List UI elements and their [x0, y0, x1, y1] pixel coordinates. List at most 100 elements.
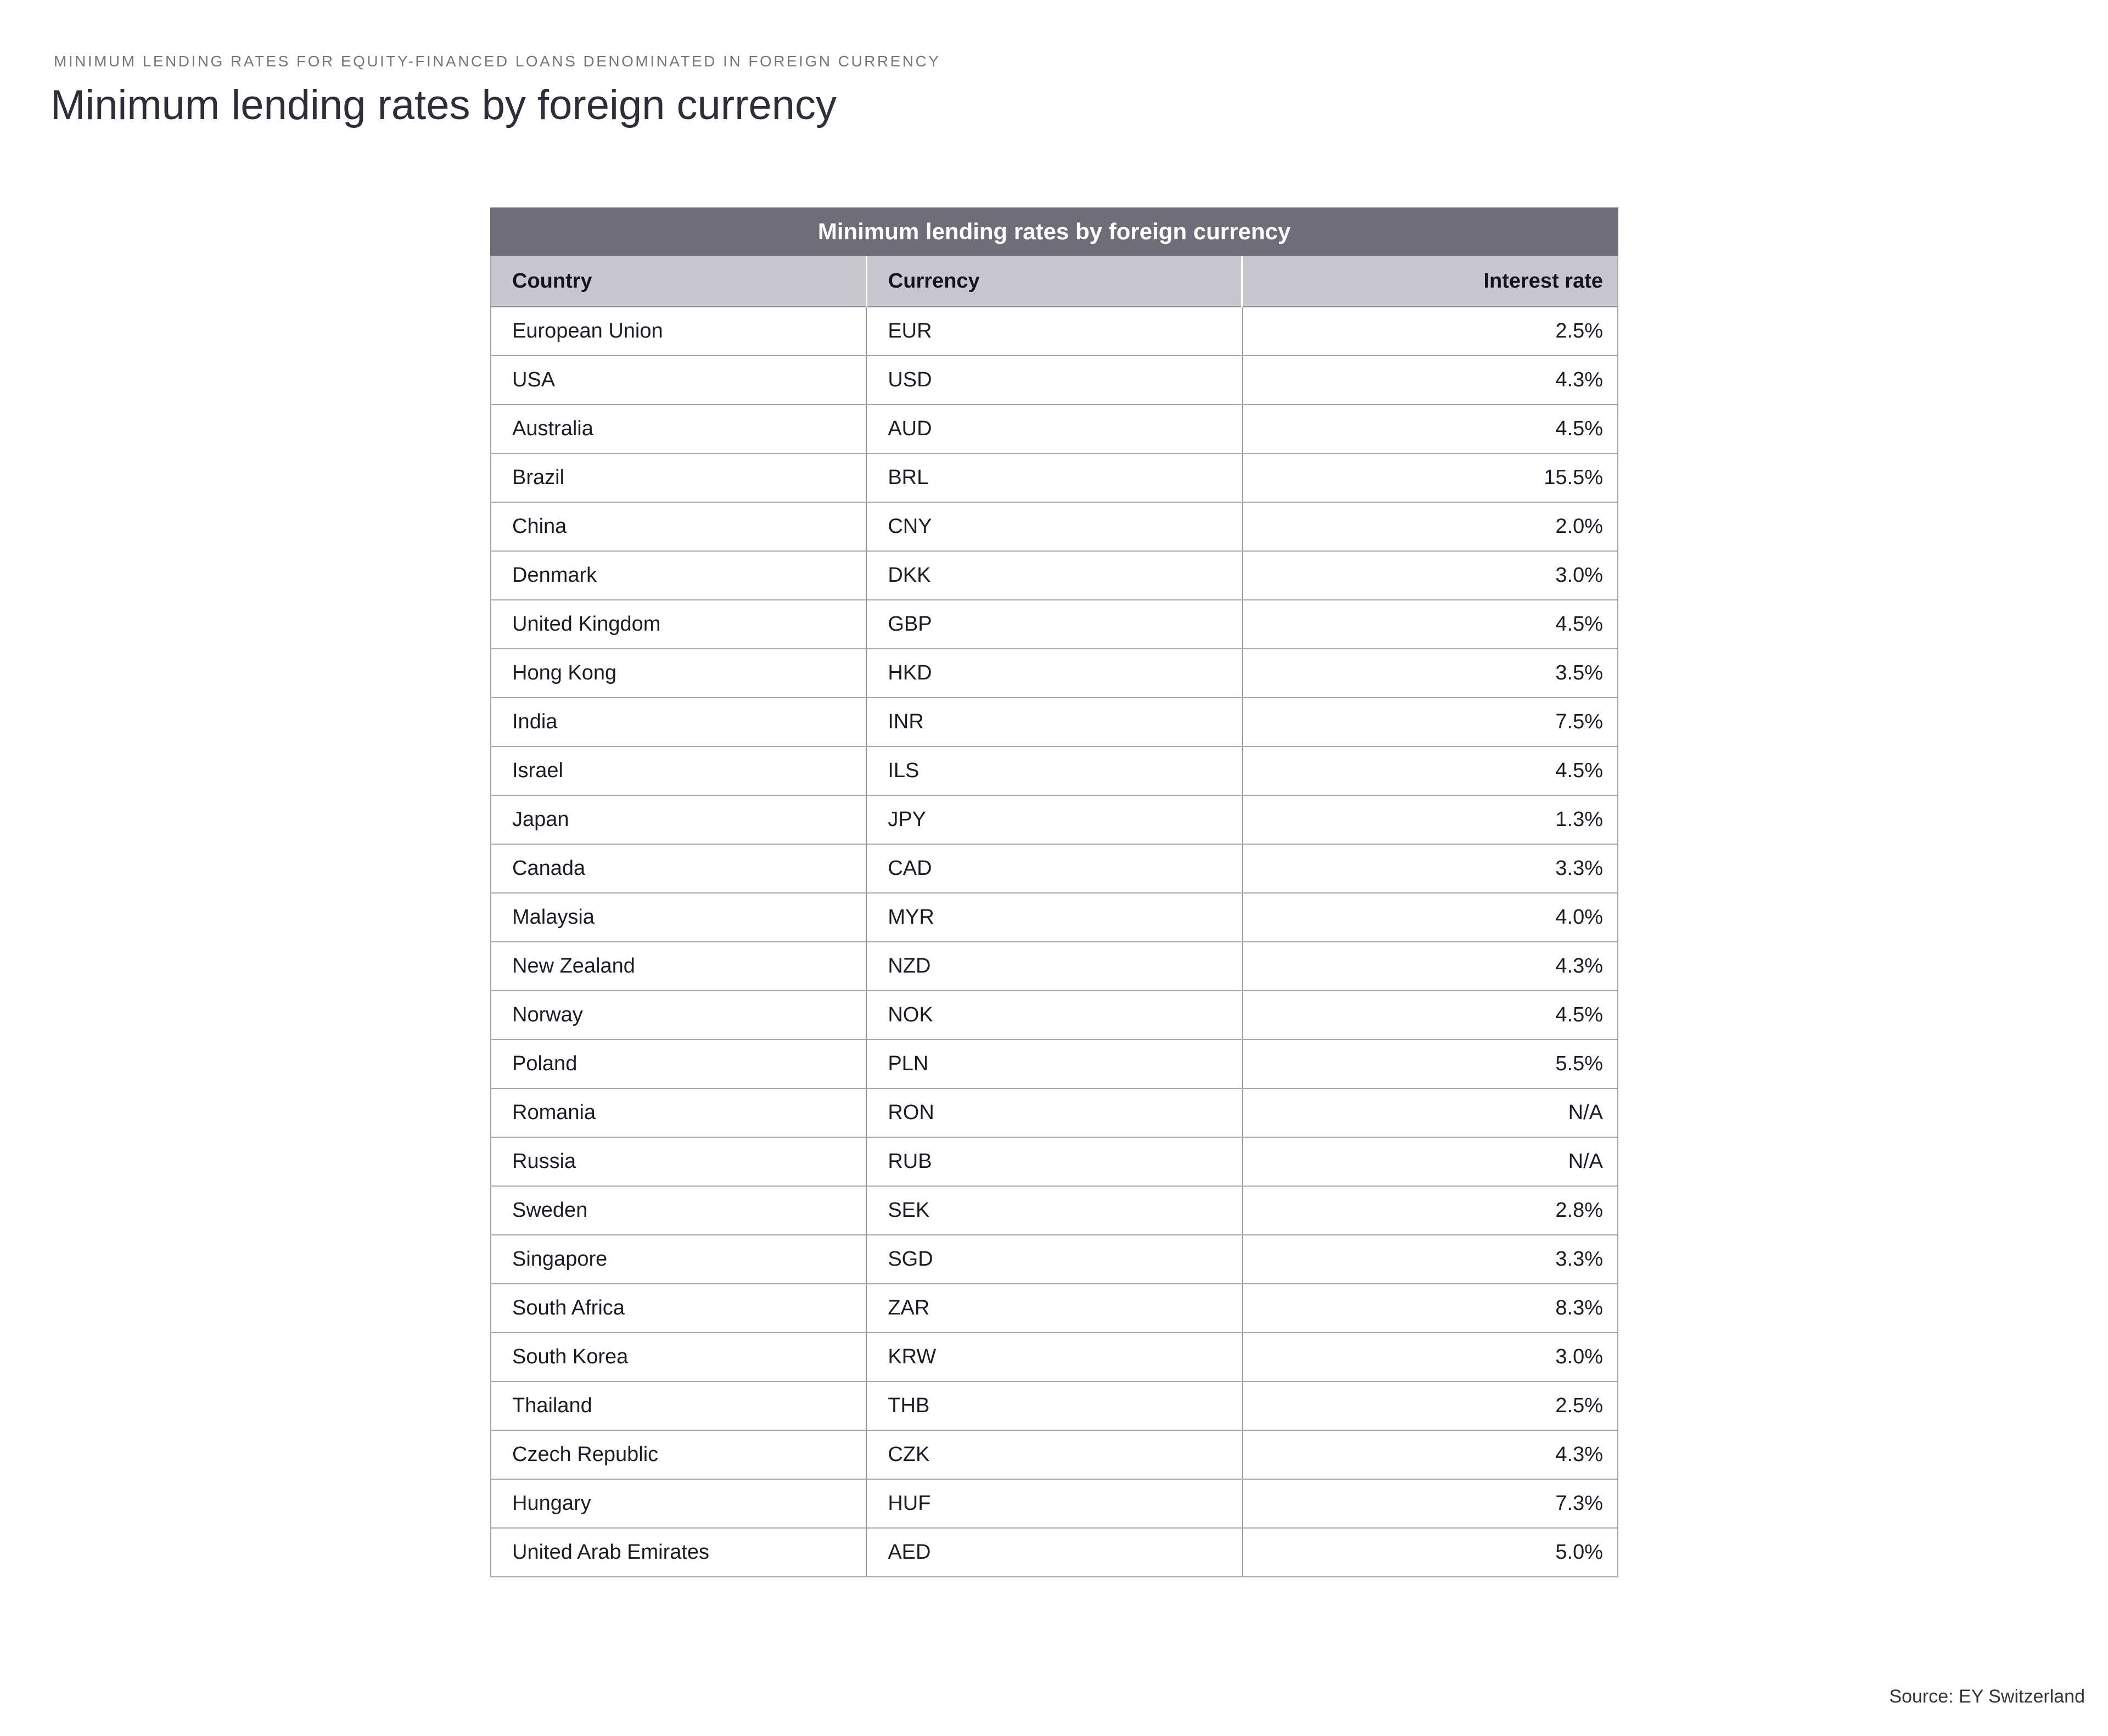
- currency-cell: SGD: [866, 1234, 1243, 1284]
- rates-table: Minimum lending rates by foreign currenc…: [490, 207, 1618, 1577]
- country-cell: Denmark: [491, 550, 867, 600]
- rates-data-table: Country Currency Interest rate European …: [490, 256, 1618, 1577]
- table-row: Thailand THB 2.5%: [491, 1381, 1618, 1431]
- currency-cell: ILS: [866, 746, 1243, 796]
- currency-cell: CNY: [866, 502, 1243, 552]
- country-cell: South Korea: [491, 1332, 867, 1382]
- table-row: Hong Kong HKD 3.5%: [491, 648, 1618, 698]
- currency-cell: GBP: [866, 599, 1243, 649]
- table-row: South Africa ZAR 8.3%: [491, 1283, 1618, 1333]
- country-cell: Poland: [491, 1039, 867, 1089]
- currency-cell: NZD: [866, 941, 1243, 991]
- table-row: Malaysia MYR 4.0%: [491, 892, 1618, 942]
- country-cell: Sweden: [491, 1186, 867, 1235]
- table-row: Japan JPY 1.3%: [491, 795, 1618, 845]
- column-header-row: Country Currency Interest rate: [491, 256, 1618, 307]
- rate-cell: 2.0%: [1241, 502, 1618, 552]
- currency-cell: KRW: [866, 1332, 1243, 1382]
- rate-cell: 4.3%: [1241, 941, 1618, 991]
- rate-cell: 15.5%: [1241, 453, 1618, 503]
- table-row: South Korea KRW 3.0%: [491, 1332, 1618, 1382]
- table-row: Poland PLN 5.5%: [491, 1039, 1618, 1089]
- rate-cell: 3.5%: [1241, 648, 1618, 698]
- table-row: India INR 7.5%: [491, 697, 1618, 747]
- table-row: Israel ILS 4.5%: [491, 746, 1618, 796]
- rate-cell: 3.0%: [1241, 1332, 1618, 1382]
- currency-cell: EUR: [866, 307, 1243, 356]
- currency-cell: CZK: [866, 1430, 1243, 1480]
- rate-cell: 5.5%: [1241, 1039, 1618, 1089]
- currency-cell: NOK: [866, 990, 1243, 1040]
- country-cell: Hungary: [491, 1479, 867, 1529]
- table-row: Australia AUD 4.5%: [491, 404, 1618, 454]
- table-row: Denmark DKK 3.0%: [491, 550, 1618, 600]
- country-cell: New Zealand: [491, 941, 867, 991]
- currency-cell: ZAR: [866, 1283, 1243, 1333]
- rate-cell: 8.3%: [1241, 1283, 1618, 1333]
- table-row: Canada CAD 3.3%: [491, 844, 1618, 894]
- currency-cell: MYR: [866, 892, 1243, 942]
- rate-cell: 4.5%: [1241, 990, 1618, 1040]
- table-row: USA USD 4.3%: [491, 355, 1618, 405]
- table-row: Norway NOK 4.5%: [491, 990, 1618, 1040]
- rate-cell: 1.3%: [1241, 795, 1618, 845]
- table-row: Singapore SGD 3.3%: [491, 1234, 1618, 1284]
- currency-cell: CAD: [866, 844, 1243, 894]
- currency-cell: RON: [866, 1088, 1243, 1138]
- currency-cell: JPY: [866, 795, 1243, 845]
- currency-cell: PLN: [866, 1039, 1243, 1089]
- table-row: Czech Republic CZK 4.3%: [491, 1430, 1618, 1480]
- rate-cell: 4.3%: [1241, 1430, 1618, 1480]
- country-cell: Romania: [491, 1088, 867, 1138]
- currency-cell: SEK: [866, 1186, 1243, 1235]
- rate-cell: 2.5%: [1241, 307, 1618, 356]
- country-cell: Israel: [491, 746, 867, 796]
- currency-cell: AUD: [866, 404, 1243, 454]
- country-cell: India: [491, 697, 867, 747]
- table-row: Sweden SEK 2.8%: [491, 1186, 1618, 1235]
- currency-cell: AED: [866, 1527, 1243, 1577]
- column-header-country: Country: [491, 256, 867, 307]
- rate-cell: 2.8%: [1241, 1186, 1618, 1235]
- rate-cell: 3.3%: [1241, 844, 1618, 894]
- rate-cell: N/A: [1241, 1088, 1618, 1138]
- country-cell: United Arab Emirates: [491, 1527, 867, 1577]
- column-header-interest-rate: Interest rate: [1241, 256, 1618, 307]
- rate-cell: 4.5%: [1241, 746, 1618, 796]
- table-row: Romania RON N/A: [491, 1088, 1618, 1138]
- currency-cell: THB: [866, 1381, 1243, 1431]
- rate-cell: 3.0%: [1241, 550, 1618, 600]
- rate-cell: 7.5%: [1241, 697, 1618, 747]
- table-row: Russia RUB N/A: [491, 1137, 1618, 1187]
- page-title: Minimum lending rates by foreign currenc…: [51, 82, 837, 128]
- rate-cell: 3.3%: [1241, 1234, 1618, 1284]
- rate-cell: 4.3%: [1241, 355, 1618, 405]
- page-eyebrow: MINIMUM LENDING RATES FOR EQUITY-FINANCE…: [54, 53, 941, 70]
- country-cell: USA: [491, 355, 867, 405]
- rate-cell: 5.0%: [1241, 1527, 1618, 1577]
- country-cell: European Union: [491, 307, 867, 356]
- table-row: United Kingdom GBP 4.5%: [491, 599, 1618, 649]
- table-title-bar: Minimum lending rates by foreign currenc…: [490, 207, 1618, 256]
- currency-cell: DKK: [866, 550, 1243, 600]
- country-cell: China: [491, 502, 867, 552]
- country-cell: Canada: [491, 844, 867, 894]
- country-cell: South Africa: [491, 1283, 867, 1333]
- country-cell: Thailand: [491, 1381, 867, 1431]
- table-row: European Union EUR 2.5%: [491, 307, 1618, 356]
- table-row: Hungary HUF 7.3%: [491, 1479, 1618, 1529]
- source-note: Source: EY Switzerland: [1889, 1686, 2085, 1707]
- table-row: China CNY 2.0%: [491, 502, 1618, 552]
- table-row: United Arab Emirates AED 5.0%: [491, 1527, 1618, 1577]
- currency-cell: BRL: [866, 453, 1243, 503]
- country-cell: Malaysia: [491, 892, 867, 942]
- rate-cell: 7.3%: [1241, 1479, 1618, 1529]
- table-body: European Union EUR 2.5% USA USD 4.3% Aus…: [491, 307, 1618, 1577]
- country-cell: Hong Kong: [491, 648, 867, 698]
- currency-cell: HUF: [866, 1479, 1243, 1529]
- country-cell: United Kingdom: [491, 599, 867, 649]
- table-row: Brazil BRL 15.5%: [491, 453, 1618, 503]
- rate-cell: N/A: [1241, 1137, 1618, 1187]
- rate-cell: 4.5%: [1241, 404, 1618, 454]
